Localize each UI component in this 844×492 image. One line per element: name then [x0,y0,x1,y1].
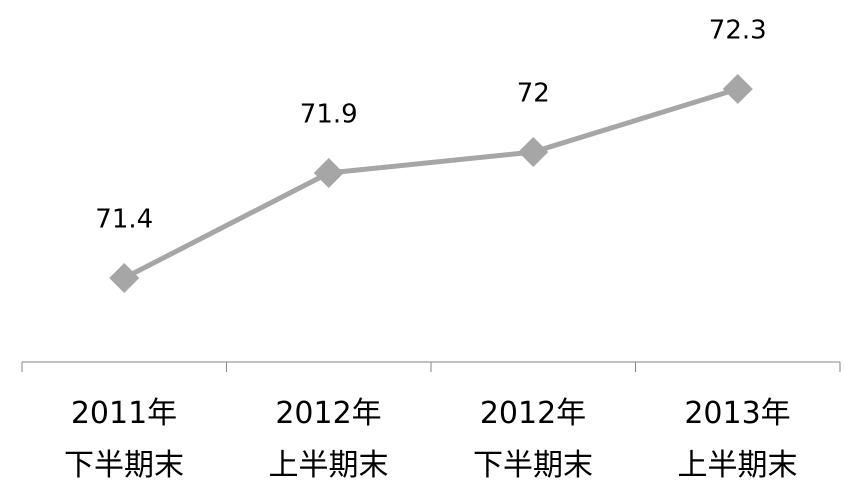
plot: 71.4 71.9 72 72.3 [21,16,841,372]
marker [313,158,344,188]
line [123,86,739,281]
data-label: 71.4 [95,205,153,235]
x-tick-label: 2011年 下半期末 [64,396,184,483]
chart: 71.4 71.9 72 72.3 2011年 下半期末 2012年 上半期末 2012年… [21,16,841,483]
x-tick-label: 2013年 上半期末 [677,396,798,483]
data-label: 72 [517,79,550,109]
x-tick-label: 2012年 上半期末 [268,396,389,483]
marker [722,74,753,104]
data-label: 71.9 [300,100,358,130]
data-label: 72.3 [709,16,767,46]
marker [109,263,140,293]
marker [518,137,549,167]
x-tick-label: 2012年 下半期末 [473,396,593,483]
